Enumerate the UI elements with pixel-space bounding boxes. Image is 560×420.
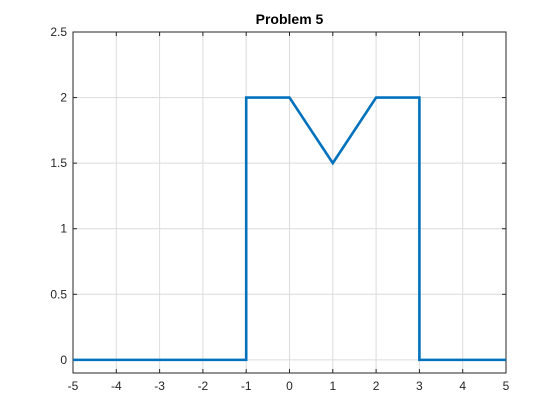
x-tick-label: -1 <box>241 379 252 393</box>
x-tick-label: 5 <box>503 379 510 393</box>
x-tick-label: -5 <box>68 379 79 393</box>
y-tick-label: 2 <box>60 91 67 105</box>
x-tick-label: 3 <box>416 379 423 393</box>
chart-title: Problem 5 <box>256 11 324 27</box>
y-tick-label: 1 <box>60 222 67 236</box>
y-tick-label: 0 <box>60 353 67 367</box>
y-tick-label: 2.5 <box>50 25 67 39</box>
x-tick-label: 4 <box>459 379 466 393</box>
x-tick-label: 1 <box>329 379 336 393</box>
x-tick-label: -4 <box>111 379 122 393</box>
y-tick-label: 0.5 <box>50 287 67 301</box>
x-tick-label: 0 <box>286 379 293 393</box>
y-tick-label: 1.5 <box>50 156 67 170</box>
x-tick-label: -2 <box>198 379 209 393</box>
x-tick-label: -3 <box>154 379 165 393</box>
x-tick-label: 2 <box>373 379 380 393</box>
